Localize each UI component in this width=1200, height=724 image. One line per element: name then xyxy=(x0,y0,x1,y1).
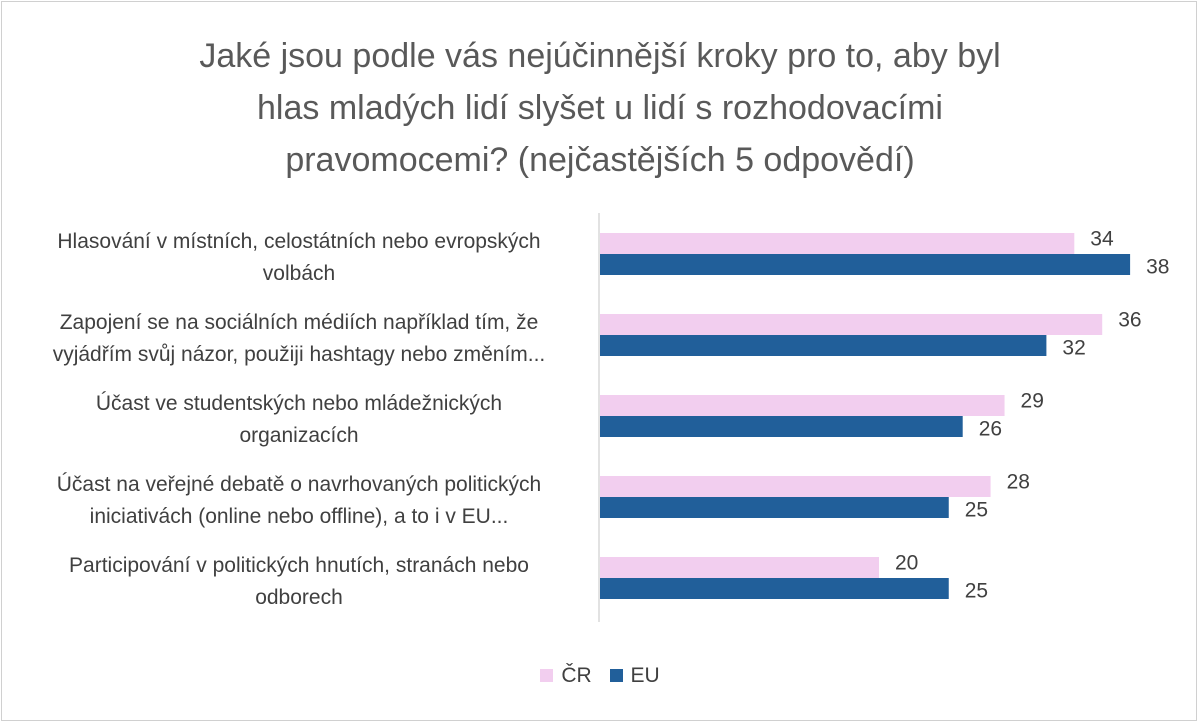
data-label: 36 xyxy=(1118,309,1141,332)
data-label: 26 xyxy=(979,418,1002,441)
chart-title: Jaké jsou podle vás nejúčinnější kroky p… xyxy=(0,30,1200,186)
category-label: Zapojení se na sociálních médiích napřík… xyxy=(0,307,598,371)
category-label-line: Zapojení se na sociálních médiích napřík… xyxy=(59,311,539,334)
bar-cr xyxy=(600,476,991,497)
category-label: Účast ve studentských nebo mládežnických… xyxy=(0,388,598,452)
bar-eu xyxy=(600,578,949,599)
category-label-line: vyjádřím svůj názor, použiji hashtagy ne… xyxy=(52,343,546,366)
data-label: 25 xyxy=(965,580,988,603)
bar-eu xyxy=(600,254,1131,275)
data-label: 25 xyxy=(965,499,988,522)
chart-title-line: hlas mladých lidí slyšet u lidí s rozhod… xyxy=(257,89,943,127)
bar-cr xyxy=(600,395,1005,416)
category-label-line: Hlasování v místních, celostátních nebo … xyxy=(57,230,541,253)
legend-item-eu: EU xyxy=(609,664,660,688)
category-label-line: Účast na veřejné debatě o navrhovaných p… xyxy=(56,473,542,496)
chart-title-line: pravomocemi? (nejčastějších 5 odpovědí) xyxy=(285,141,915,179)
category-label: Hlasování v místních, celostátních nebo … xyxy=(0,226,598,290)
data-label: 34 xyxy=(1090,228,1114,251)
bar-eu xyxy=(600,335,1047,356)
legend-swatch-eu xyxy=(609,669,623,682)
bar-cr xyxy=(600,314,1103,335)
legend-item-cr: ČR xyxy=(540,664,592,688)
category-label-line: volbách xyxy=(262,262,336,285)
data-label: 28 xyxy=(1007,471,1030,494)
category-label: Účast na veřejné debatě o navrhovaných p… xyxy=(0,469,598,533)
data-label: 32 xyxy=(1062,337,1085,360)
chart-title-line: Jaké jsou podle vás nejúčinnější kroky p… xyxy=(199,37,1001,75)
category-label: Participování v politických hnutích, str… xyxy=(0,550,598,614)
bar-cr xyxy=(600,557,879,578)
category-label-line: Účast ve studentských nebo mládežnických xyxy=(95,392,503,415)
legend: ČR EU xyxy=(0,664,1200,688)
data-label: 20 xyxy=(895,552,918,575)
data-label: 29 xyxy=(1021,390,1044,413)
category-label-line: iniciativách (online nebo offline), a to… xyxy=(89,505,509,528)
legend-label-eu: EU xyxy=(630,664,660,687)
bar-eu xyxy=(600,416,963,437)
data-label: 38 xyxy=(1146,256,1169,279)
category-label-line: Participování v politických hnutích, str… xyxy=(69,554,529,577)
bar-cr xyxy=(600,233,1075,254)
legend-swatch-cr xyxy=(540,669,554,682)
legend-label-cr: ČR xyxy=(561,664,592,687)
category-label-line: organizacích xyxy=(239,424,359,447)
bar-eu xyxy=(600,497,949,518)
category-label-line: odborech xyxy=(255,586,343,609)
